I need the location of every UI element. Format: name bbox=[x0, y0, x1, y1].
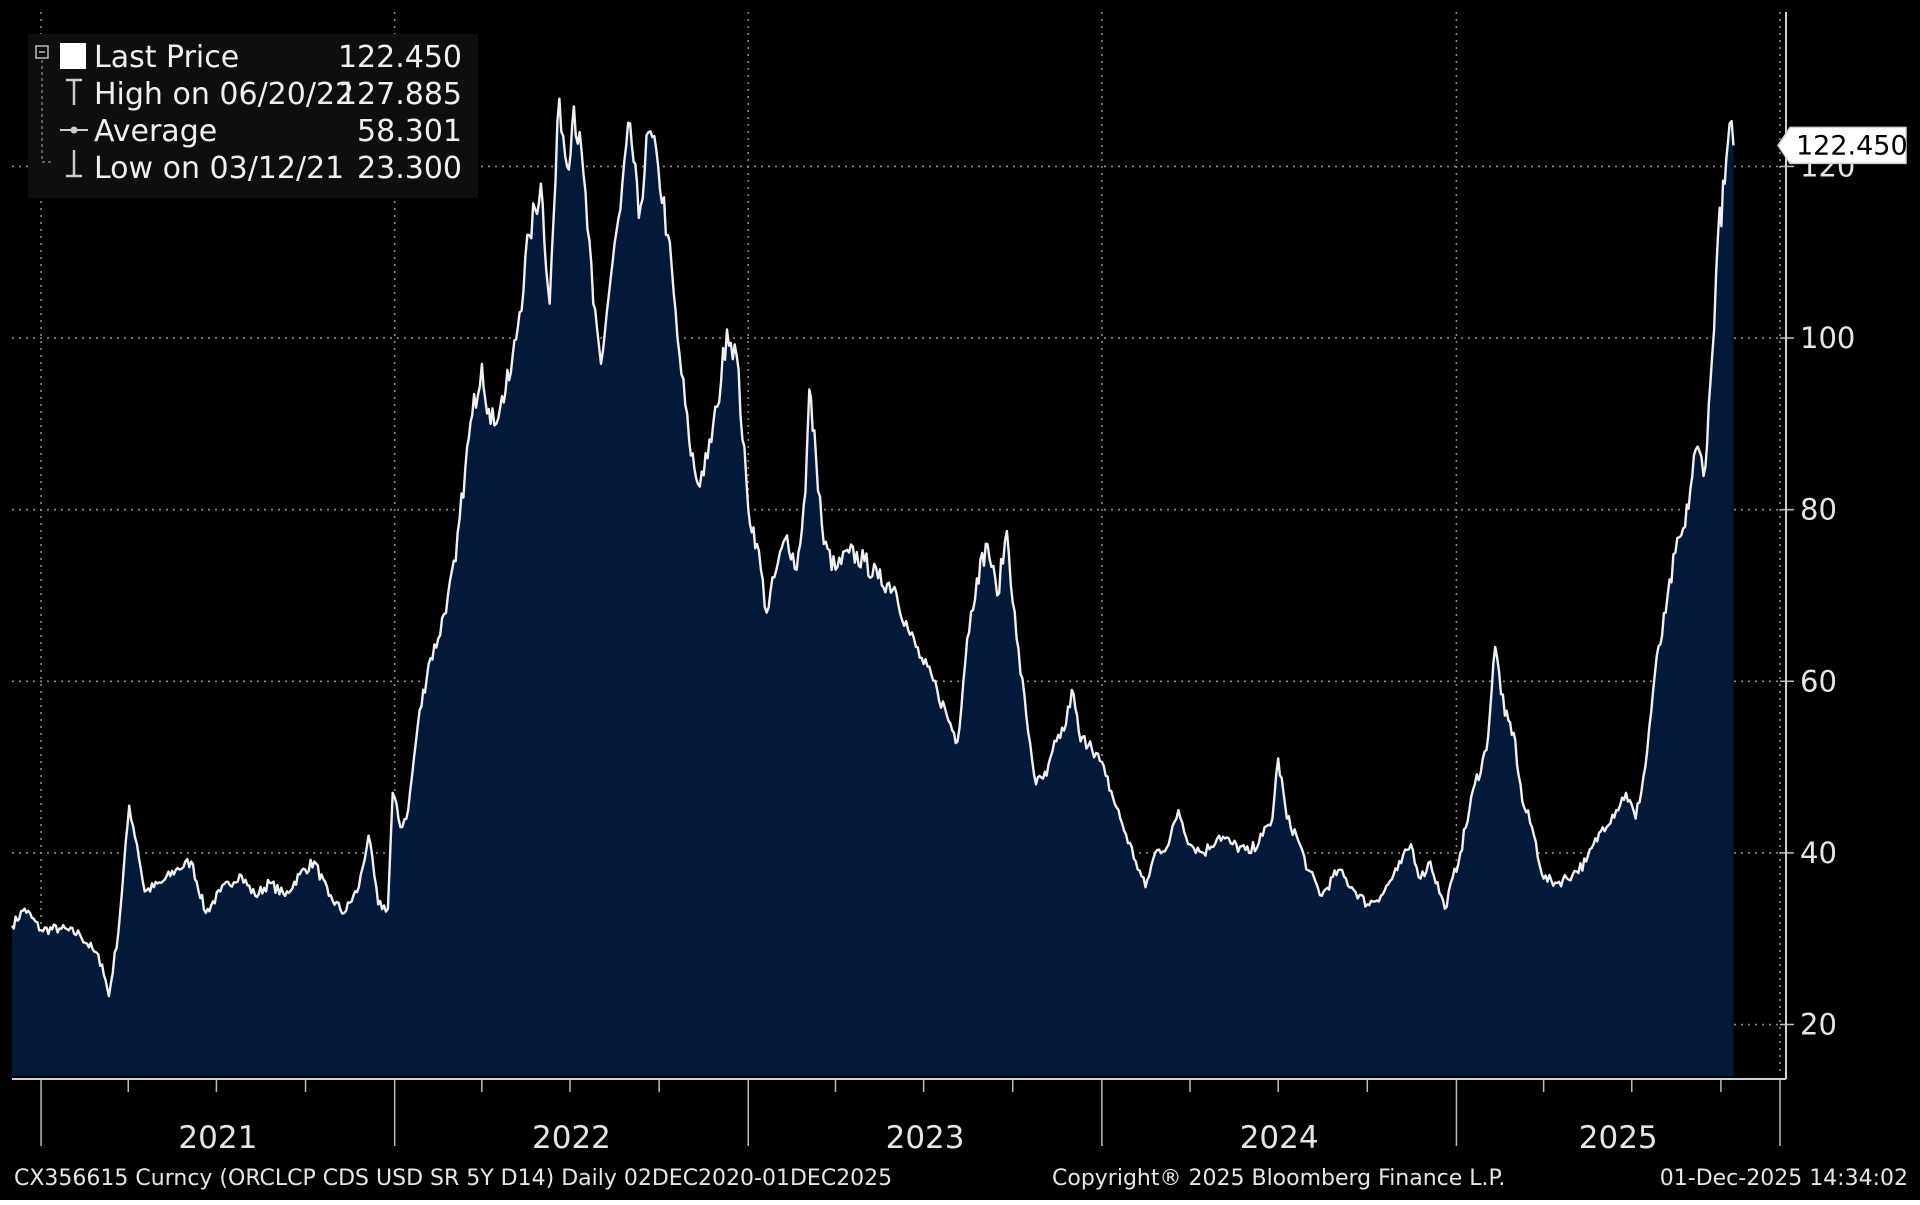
y-tick-label: 80 bbox=[1800, 493, 1837, 527]
year-label: 2021 bbox=[178, 1120, 257, 1156]
white-square-icon bbox=[60, 43, 86, 69]
price-line bbox=[11, 97, 1735, 998]
collapse-icon[interactable] bbox=[35, 45, 49, 59]
year-label: 2025 bbox=[1579, 1120, 1658, 1156]
legend-value-average: 58.301 bbox=[357, 114, 462, 149]
price-series bbox=[11, 97, 1735, 1076]
legend-value-last-price: 122.450 bbox=[338, 40, 462, 75]
legend-label-high: High on 06/20/22 bbox=[94, 77, 354, 112]
legend-icon-column bbox=[35, 45, 54, 163]
last-price-marker: 122.450 bbox=[1777, 126, 1908, 165]
footer: CX356615 Curncy (ORCLCP CDS USD SR 5Y D1… bbox=[14, 1166, 1908, 1191]
footer-timestamp: 01-Dec-2025 14:34:02 bbox=[1660, 1166, 1908, 1191]
year-label: 2023 bbox=[886, 1120, 965, 1156]
average-marker-icon bbox=[60, 126, 88, 134]
last-price-tag bbox=[1777, 126, 1907, 165]
year-label: 2024 bbox=[1240, 1120, 1319, 1156]
year-label: 2022 bbox=[532, 1120, 611, 1156]
y-tick-label: 60 bbox=[1800, 664, 1837, 698]
high-marker-icon bbox=[66, 78, 82, 105]
legend: Last Price 122.450 High on 06/20/22 127.… bbox=[28, 34, 478, 198]
low-marker-icon bbox=[66, 150, 82, 178]
y-tick-label: 100 bbox=[1800, 321, 1855, 355]
legend-label-average: Average bbox=[94, 114, 217, 149]
footer-security-description: CX356615 Curncy (ORCLCP CDS USD SR 5Y D1… bbox=[14, 1166, 892, 1191]
last-price-value: 122.450 bbox=[1796, 130, 1908, 161]
footer-copyright: Copyright® 2025 Bloomberg Finance L.P. bbox=[1052, 1166, 1505, 1191]
legend-value-high: 127.885 bbox=[338, 77, 462, 112]
price-area-fill bbox=[12, 98, 1734, 1076]
y-tick-label: 40 bbox=[1800, 836, 1837, 870]
legend-value-low: 23.300 bbox=[357, 151, 462, 186]
legend-label-low: Low on 03/12/21 bbox=[94, 151, 344, 186]
y-tick-label: 20 bbox=[1800, 1008, 1837, 1042]
legend-background bbox=[28, 34, 478, 198]
legend-label-last-price: Last Price bbox=[94, 40, 239, 75]
